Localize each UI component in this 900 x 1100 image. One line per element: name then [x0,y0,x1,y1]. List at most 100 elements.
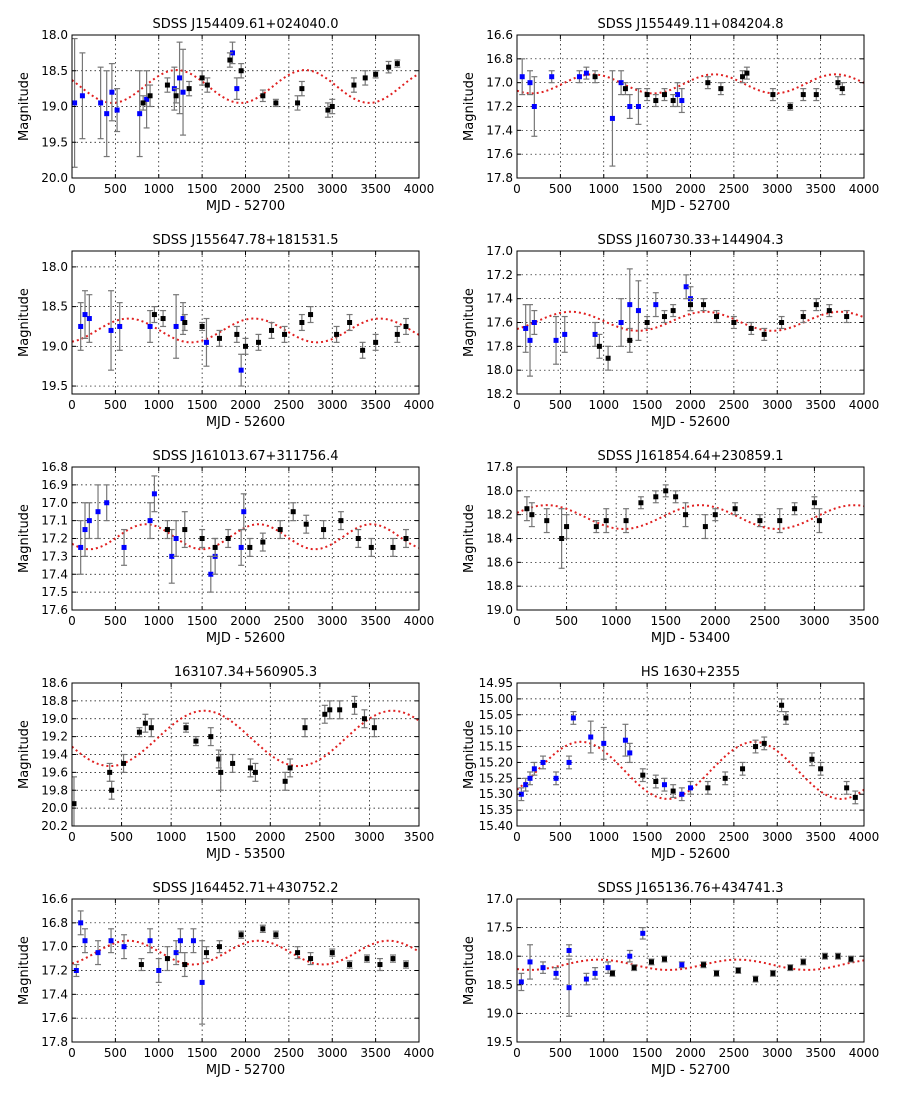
black-point [609,970,615,976]
y-tick-label: 17.4 [41,567,68,581]
x-axis-label: MJD - 52600 [651,415,730,430]
x-tick-label: 2000 [675,830,706,844]
blue-point [683,284,689,290]
black-point [147,93,153,99]
y-tick-label: 18.6 [486,555,513,569]
y-tick-label: 17.0 [486,244,513,258]
y-tick-label: 18.8 [486,579,513,593]
black-point [800,92,806,98]
blue-point [627,104,633,109]
blue-point [82,527,88,533]
blue-point [679,98,685,104]
blue-point [104,111,110,117]
y-axis-label: Magnitude [17,504,32,573]
x-tick-label: 1000 [588,182,619,196]
y-tick-label: 17.2 [41,532,68,546]
black-point [844,785,850,791]
blue-point [238,367,244,373]
black-point [779,702,785,708]
x-tick-label: 2000 [230,614,261,628]
y-tick-label: 17.4 [486,123,513,137]
blue-point [82,312,88,318]
blue-point [144,96,150,102]
black-point [818,766,824,772]
blue-point [679,962,685,968]
blue-point [635,308,641,314]
black-point [403,962,409,968]
blue-point [549,74,555,80]
black-point [732,506,738,512]
x-tick-label: 2500 [274,182,305,196]
black-point [753,976,759,982]
x-tick-label: 2500 [305,830,336,844]
y-tick-label: 15.35 [479,803,513,817]
panel-title: SDSS J155647.78+181531.5 [153,233,339,248]
black-point [811,500,817,506]
black-point [603,518,609,524]
x-tick-label: 4000 [404,1046,435,1060]
black-point [361,716,367,722]
black-point [347,962,353,968]
x-tick-label: 3000 [317,182,348,196]
panel-title: 163107.34+560905.3 [174,665,317,680]
black-point [227,57,233,63]
black-point [273,100,279,106]
blue-point [583,976,589,982]
black-point [712,512,718,518]
y-tick-label: 20.0 [41,801,68,815]
model-curve [72,523,419,551]
panel-6: 0 500 1000 1500 2000 2500 3000 3500 17.8 18.0 18.2… [462,449,879,646]
y-tick-label: 17.8 [486,460,513,474]
y-tick-label: 15.05 [479,708,513,722]
black-point [835,80,841,86]
x-tick-label: 0 [513,398,521,412]
x-tick-label: 3000 [762,1046,793,1060]
model-curve [72,68,419,104]
x-tick-label: 3000 [762,398,793,412]
x-tick-label: 1500 [187,182,218,196]
black-point [299,86,305,92]
y-tick-label: 18.0 [486,363,513,377]
x-tick-label: 0 [513,614,521,628]
blue-point [86,316,92,322]
x-tick-label: 2500 [274,398,305,412]
black-point [564,524,570,530]
x-tick-label: 3500 [849,614,880,628]
black-point [770,970,776,976]
x-tick-label: 1000 [143,614,174,628]
y-tick-label: 16.6 [41,892,68,906]
x-tick-label: 500 [549,398,572,412]
y-tick-label: 18.8 [41,694,68,708]
x-axis-label: MJD - 52600 [651,847,730,862]
blue-point [72,100,78,106]
blue-point [518,979,524,985]
x-axis-label: MJD - 53500 [206,847,285,862]
y-tick-label: 19.5 [41,135,68,149]
y-tick-label: 17.6 [41,603,68,617]
y-tick-label: 18.0 [486,484,513,498]
blue-point [78,544,84,550]
blue-point [151,491,157,497]
black-point [644,92,650,98]
x-axis-label: MJD - 52700 [206,1063,285,1078]
black-point [256,339,262,345]
x-axis-label: MJD - 52700 [206,199,285,214]
black-point [164,956,170,962]
x-tick-label: 500 [104,1046,127,1060]
black-point [783,715,789,721]
black-point [714,970,720,976]
black-point [661,92,667,98]
y-tick-label: 17.6 [41,1011,68,1025]
y-tick-label: 15.20 [479,755,513,769]
black-point [208,734,214,740]
x-tick-label: 1500 [632,1046,663,1060]
blue-point [173,950,179,956]
black-point [373,339,379,345]
black-point [822,953,828,959]
blue-point [553,337,559,343]
black-point [670,308,676,314]
y-tick-label: 17.6 [486,147,513,161]
black-point [368,544,374,550]
black-point [109,787,115,793]
x-tick-label: 4000 [849,830,880,844]
